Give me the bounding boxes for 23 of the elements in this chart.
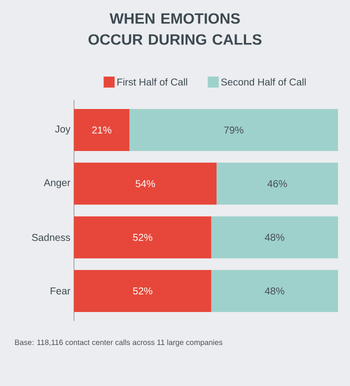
bar — [129, 109, 338, 152]
chart-title: WHEN EMOTIONS OCCUR DURING CALLS — [88, 13, 262, 45]
data-label: 52% — [133, 287, 152, 294]
legend-label: Second Half of Call — [221, 78, 306, 86]
legend-label: First Half of Call — [117, 78, 188, 86]
data-label: 48% — [264, 287, 284, 294]
bar — [74, 109, 130, 152]
bar — [211, 270, 338, 312]
data-label: 79% — [224, 126, 244, 134]
data-label: 54% — [136, 180, 155, 188]
y-tick-label: Sadness — [32, 234, 70, 241]
data-label: 52% — [133, 234, 152, 241]
bar — [74, 162, 217, 205]
data-label: 46% — [268, 180, 287, 188]
bar — [216, 162, 338, 205]
data-label: 21% — [92, 126, 112, 134]
y-tick-label: Fear — [50, 287, 70, 294]
bar — [74, 216, 212, 258]
data-label: 48% — [264, 234, 284, 241]
bar — [211, 216, 338, 258]
y-tick-label: Joy — [55, 126, 70, 135]
y-tick-label: Anger — [44, 179, 70, 188]
bar — [74, 270, 212, 312]
